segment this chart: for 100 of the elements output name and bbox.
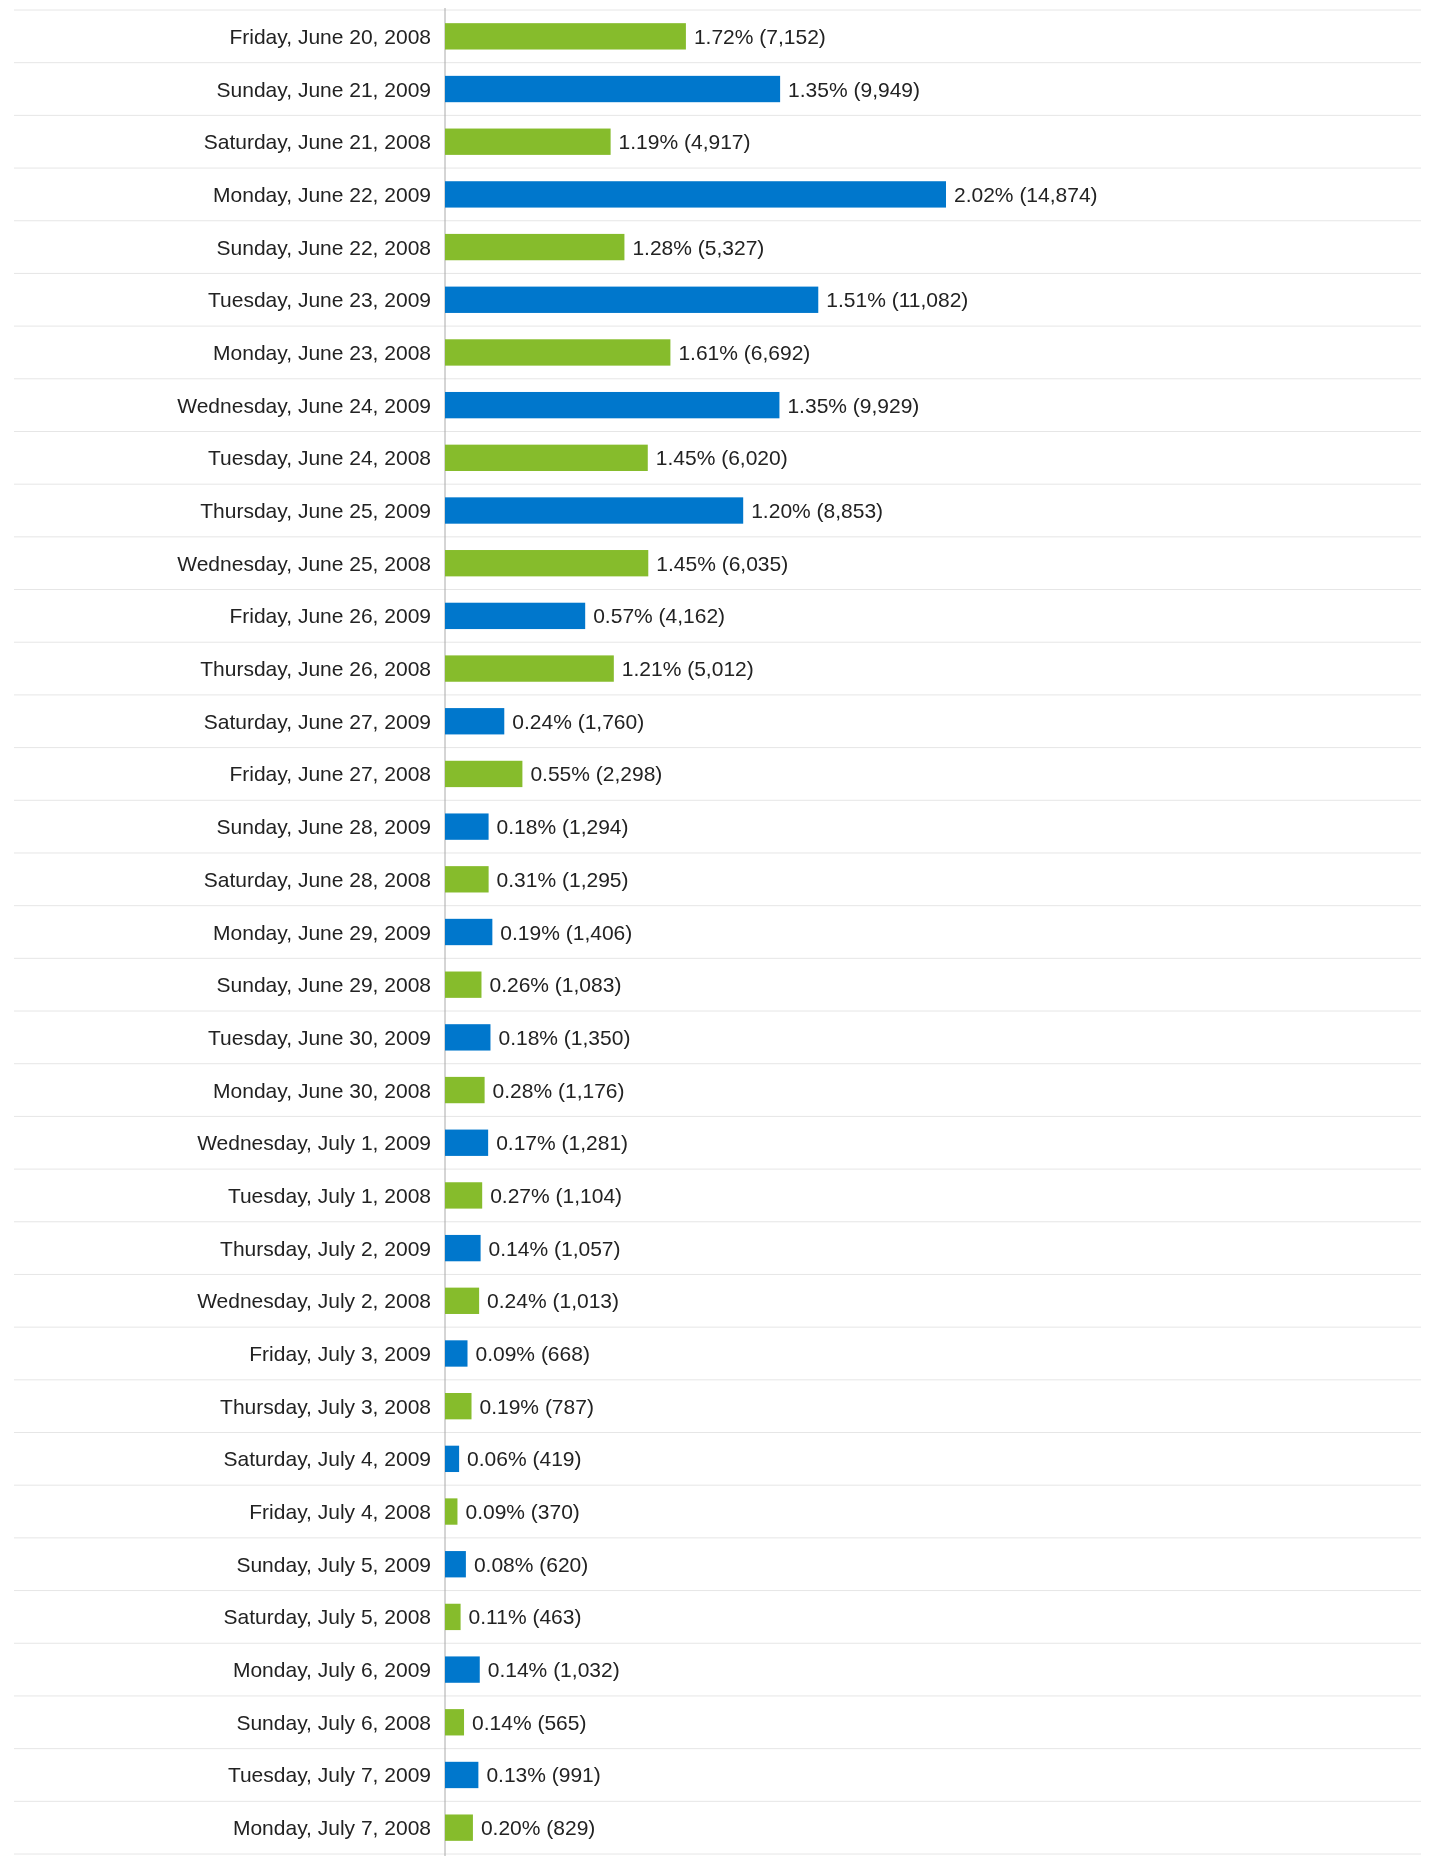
data-label: 0.57% (4,162) — [593, 604, 726, 628]
bar — [445, 1024, 491, 1051]
bar — [445, 23, 686, 50]
y-tick-label: Friday, July 3, 2009 — [249, 1341, 431, 1365]
y-tick-label: Thursday, June 26, 2008 — [200, 657, 431, 681]
data-label: 0.13% (991) — [486, 1763, 601, 1787]
y-tick-label: Thursday, July 2, 2009 — [220, 1236, 431, 1260]
bar — [445, 971, 482, 998]
y-tick-label: Monday, June 29, 2009 — [213, 920, 431, 944]
data-label: 0.06% (419) — [467, 1447, 582, 1471]
y-tick-label: Tuesday, June 30, 2009 — [208, 1025, 431, 1049]
data-label: 0.19% (1,406) — [500, 920, 633, 944]
y-tick-label: Saturday, July 5, 2008 — [223, 1605, 431, 1629]
data-label: 1.35% (9,929) — [787, 393, 920, 417]
bar — [445, 1076, 485, 1104]
bar — [445, 1182, 483, 1209]
bar — [445, 444, 648, 471]
data-label: 0.11% (463) — [468, 1605, 582, 1629]
bar — [445, 391, 780, 419]
bar — [445, 181, 946, 208]
data-label: 2.02% (14,874) — [954, 182, 1098, 206]
y-tick-label: Saturday, July 4, 2009 — [223, 1447, 431, 1471]
y-tick-label: Sunday, July 5, 2009 — [236, 1552, 431, 1576]
data-label: 0.19% (787) — [479, 1394, 594, 1418]
y-tick-label: Saturday, June 21, 2008 — [203, 130, 431, 154]
y-tick-label: Friday, June 20, 2008 — [229, 24, 431, 48]
data-label: 0.09% (668) — [475, 1341, 590, 1365]
data-label: 1.45% (6,035) — [656, 551, 789, 575]
y-tick-label: Saturday, June 28, 2008 — [203, 867, 431, 891]
y-tick-label: Thursday, June 25, 2009 — [200, 499, 431, 523]
bar — [445, 708, 505, 735]
y-tick-label: Monday, June 30, 2008 — [213, 1078, 431, 1102]
bar — [445, 1393, 472, 1420]
bar — [445, 1761, 479, 1789]
bar — [445, 550, 649, 577]
data-label: 1.35% (9,949) — [788, 77, 921, 101]
data-label: 0.08% (620) — [473, 1552, 589, 1576]
bar — [445, 1287, 480, 1314]
y-tick-label: Tuesday, July 1, 2008 — [227, 1183, 431, 1207]
bar — [445, 1603, 461, 1631]
y-tick-label: Wednesday, June 24, 2009 — [177, 393, 431, 417]
y-tick-label: Friday, June 26, 2009 — [229, 604, 431, 628]
data-label: 1.61% (6,692) — [678, 340, 811, 364]
data-label: 0.31% (1,295) — [496, 867, 629, 891]
data-label: 0.18% (1,294) — [496, 815, 629, 839]
y-tick-label: Tuesday, July 7, 2009 — [227, 1763, 431, 1787]
bar — [445, 233, 625, 261]
data-label: 1.21% (5,012) — [621, 657, 754, 681]
data-label: 0.14% (1,032) — [487, 1658, 620, 1682]
bar — [445, 918, 493, 946]
bar — [445, 655, 614, 682]
data-label: 0.18% (1,350) — [498, 1025, 631, 1049]
y-tick-label: Monday, June 22, 2009 — [213, 182, 431, 206]
y-tick-label: Sunday, July 6, 2008 — [236, 1710, 431, 1734]
bar — [445, 497, 744, 524]
data-label: 0.14% (565) — [472, 1710, 587, 1734]
bar — [445, 1498, 458, 1525]
y-tick-label: Tuesday, June 24, 2008 — [208, 446, 431, 470]
bar — [445, 286, 819, 313]
data-label: 0.20% (829) — [480, 1816, 596, 1840]
data-label: 0.24% (1,013) — [487, 1289, 620, 1313]
y-tick-label: Friday, July 4, 2008 — [249, 1500, 431, 1524]
y-tick-label: Thursday, July 3, 2008 — [220, 1394, 431, 1418]
bar — [445, 1656, 480, 1683]
y-tick-label: Wednesday, July 2, 2008 — [197, 1289, 431, 1313]
bar — [445, 1129, 489, 1156]
data-label: 0.26% (1,083) — [489, 973, 622, 997]
bar — [445, 1445, 460, 1473]
data-label: 0.55% (2,298) — [530, 762, 663, 786]
data-label: 0.17% (1,281) — [496, 1131, 629, 1155]
data-label: 1.28% (5,327) — [632, 235, 765, 259]
y-tick-label: Monday, June 23, 2008 — [213, 340, 431, 364]
data-label: 0.14% (1,057) — [488, 1236, 621, 1260]
data-label: 1.51% (11,082) — [826, 288, 969, 312]
y-tick-label: Tuesday, June 23, 2009 — [208, 288, 431, 312]
bar — [445, 602, 586, 630]
bar — [445, 1340, 468, 1367]
y-tick-label: Sunday, June 21, 2009 — [216, 77, 431, 101]
y-tick-label: Monday, July 6, 2009 — [232, 1658, 431, 1682]
bar — [445, 866, 489, 893]
data-label: 0.24% (1,760) — [512, 709, 645, 733]
data-label: 1.20% (8,853) — [751, 499, 884, 523]
data-label: 1.45% (6,020) — [655, 446, 788, 470]
bar — [445, 813, 489, 840]
y-tick-label: Saturday, June 27, 2009 — [203, 709, 431, 733]
data-label: 1.72% (7,152) — [693, 24, 826, 48]
y-tick-label: Sunday, June 22, 2008 — [216, 235, 431, 259]
y-tick-label: Sunday, June 29, 2008 — [216, 973, 431, 997]
y-tick-label: Monday, July 7, 2008 — [232, 1816, 431, 1840]
data-label: 0.09% (370) — [465, 1500, 580, 1524]
y-tick-label: Friday, June 27, 2008 — [229, 762, 431, 786]
bar — [445, 75, 781, 103]
data-label: 1.19% (4,917) — [618, 130, 751, 154]
bar — [445, 1234, 481, 1262]
data-label: 0.27% (1,104) — [490, 1183, 623, 1207]
y-tick-label: Wednesday, July 1, 2009 — [197, 1131, 431, 1155]
bar — [445, 1814, 473, 1841]
bar — [445, 339, 671, 366]
bar — [445, 128, 611, 155]
y-tick-label: Sunday, June 28, 2009 — [216, 815, 431, 839]
